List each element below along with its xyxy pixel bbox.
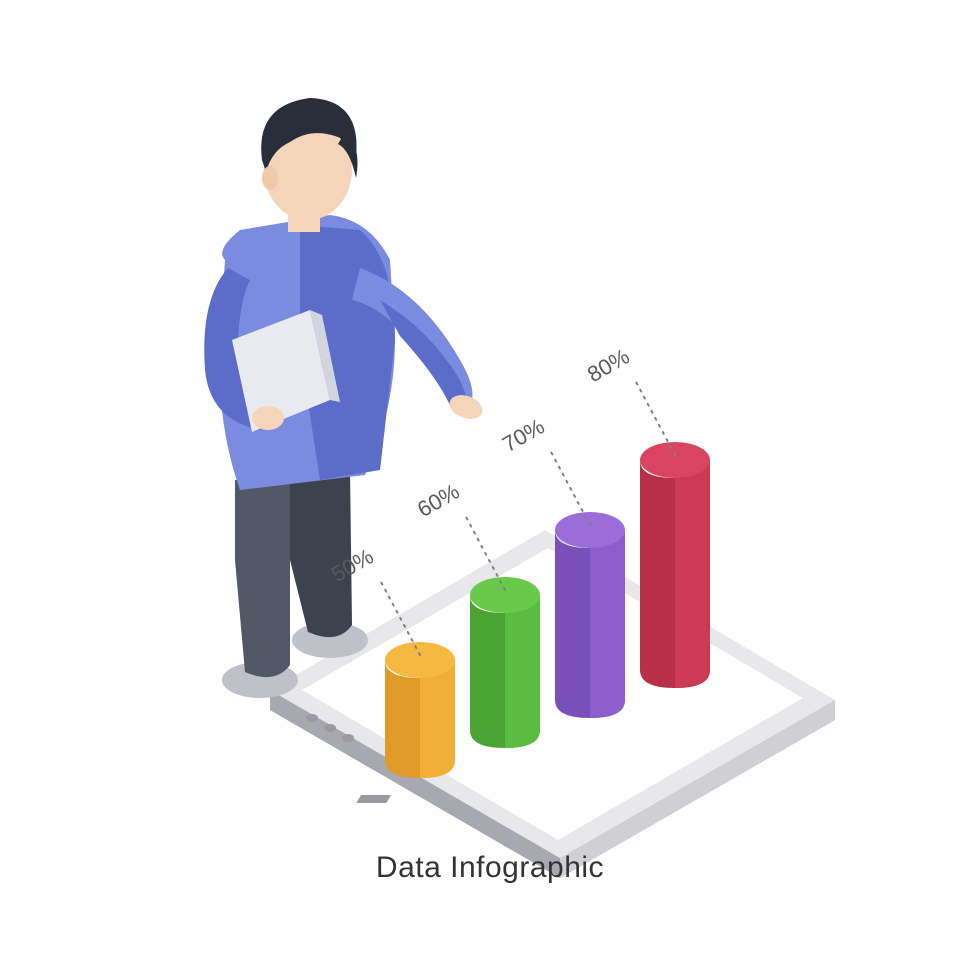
- bar-1: [385, 642, 455, 778]
- bar-2: [470, 577, 540, 748]
- bar-4: [640, 442, 710, 688]
- phone-device: [270, 530, 835, 878]
- infographic-title: Data Infographic: [0, 851, 980, 885]
- infographic-illustration: [0, 0, 980, 980]
